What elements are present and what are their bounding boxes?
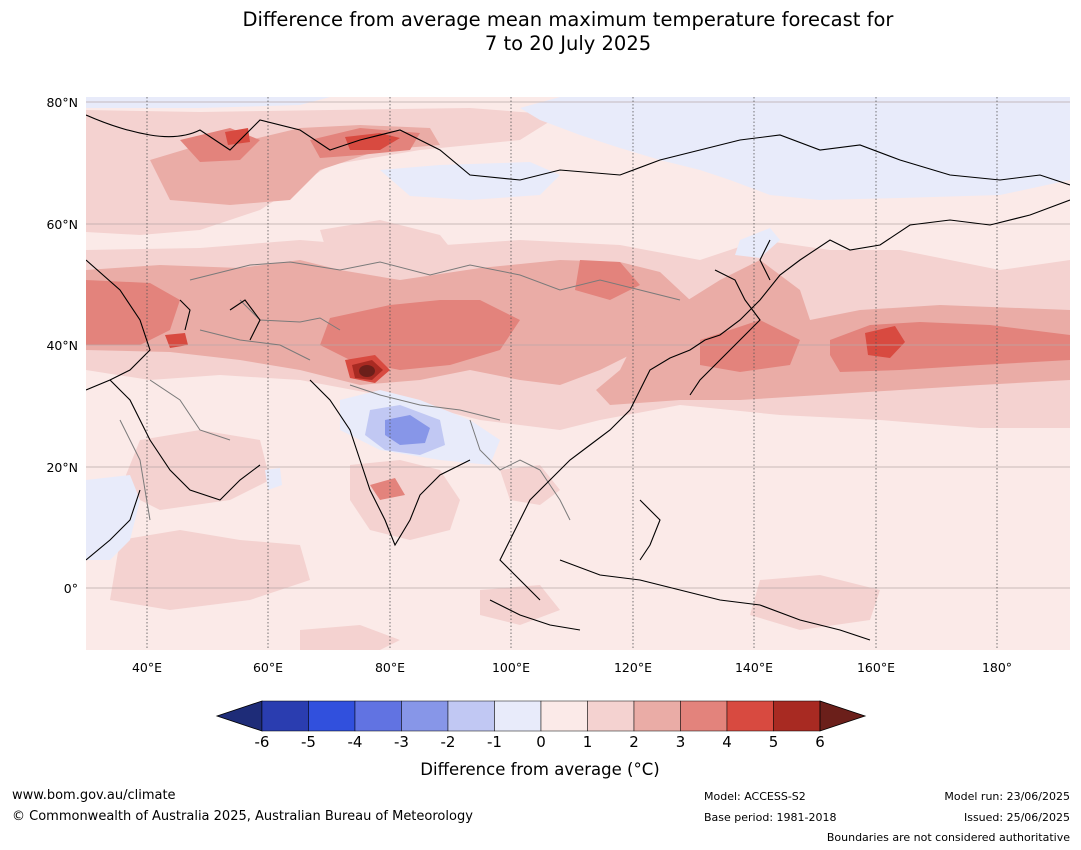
colorbar-segment [773, 700, 821, 732]
anomaly-zone-1-2 [110, 530, 310, 610]
lon-label: 60°E [252, 660, 284, 675]
map-title: Difference from average mean maximum tem… [0, 8, 1081, 56]
anomaly-zone-1-2 [750, 575, 880, 630]
title-line-1: Difference from average mean maximum tem… [242, 8, 894, 31]
anomaly-zone-4-5 [165, 333, 188, 348]
anomaly-zone-3-4 [86, 280, 180, 345]
colorbar-segment [633, 700, 681, 732]
lon-label: 160°E [856, 660, 895, 675]
colorbar-tick-label: 2 [629, 733, 639, 751]
colorbar-segment [447, 700, 495, 732]
anomaly-zone-3-4 [370, 478, 405, 500]
colorbar-tick-label: -6 [254, 733, 270, 751]
footer-model: Model: ACCESS-S2 [704, 790, 806, 803]
anomaly-zone-1-2 [300, 625, 400, 650]
colorbar-tick-label: 1 [582, 733, 593, 751]
colorbar-tick-label: 3 [675, 733, 686, 751]
anomaly-zone-above-6 [359, 365, 375, 377]
anomaly-zone-minus-0-1 [735, 228, 780, 258]
footer-issued: Issued: 25/06/2025 [963, 811, 1070, 824]
colorbar-segment [680, 700, 728, 732]
colorbar-extend-low [215, 700, 263, 732]
colorbar-tick-label: -5 [301, 733, 316, 751]
lon-label: 40°E [131, 660, 163, 675]
lon-label: 180° [981, 660, 1013, 675]
anomaly-zone-1-2 [120, 430, 270, 510]
colorbar-segment [261, 700, 309, 732]
colorbar-extend-high [819, 700, 867, 732]
colorbar-segment [354, 700, 402, 732]
colorbar-segment [587, 700, 635, 732]
colorbar-segment [494, 700, 542, 732]
lat-label: 40°N [46, 338, 78, 353]
anomaly-zone-1-2 [480, 585, 560, 625]
footer-boundaries-note: Boundaries are not considered authoritat… [826, 831, 1070, 844]
anomaly-zone-2-3 [596, 260, 1070, 405]
longitude-gridlines [146, 97, 998, 650]
anomaly-zone-3-4 [700, 320, 800, 372]
colorbar-tick-label: -1 [487, 733, 502, 751]
colorbar-segment [540, 700, 588, 732]
colorbar-segment [726, 700, 774, 732]
anomaly-zone-minus-0-1 [380, 162, 560, 200]
anomaly-zone-minus-0-1 [265, 468, 282, 490]
colorbar-tick-label: -2 [440, 733, 456, 751]
anomaly-zone-4-5 [225, 128, 250, 145]
anomaly-zone-minus-0-1 [86, 475, 140, 560]
lat-label: 0° [63, 581, 78, 596]
colorbar-tick-label: 6 [815, 733, 825, 751]
footer-url: www.bom.gov.au/climate [12, 788, 176, 803]
anomaly-zone-1-2 [500, 465, 560, 505]
colorbar-label: Difference from average (°C) [420, 760, 660, 779]
anomaly-zone-4-5 [345, 133, 400, 150]
footer-base-period: Base period: 1981-2018 [704, 811, 837, 824]
lat-label: 80°N [46, 95, 78, 110]
colorbar-tick-label: -4 [347, 733, 363, 751]
coastlines [86, 114, 1070, 641]
lon-label: 120°E [613, 660, 652, 675]
lat-label: 60°N [46, 217, 78, 232]
latitude-gridlines [86, 101, 1070, 589]
lon-label: 80°E [374, 660, 406, 675]
colorbar-segment [308, 700, 356, 732]
colorbar-segment [401, 700, 449, 732]
footer-model-run: Model run: 23/06/2025 [944, 790, 1070, 803]
colorbar-tick-label: 5 [768, 733, 779, 751]
anomaly-zone-3-4 [575, 260, 640, 300]
anomaly-zone-4-5 [865, 326, 905, 358]
anomaly-zone-3-4 [320, 300, 520, 370]
country-borders [119, 261, 681, 521]
colorbar-tick-label: -3 [394, 733, 409, 751]
temperature-anomaly-map [86, 97, 1070, 650]
footer-copyright: © Commonwealth of Australia 2025, Austra… [12, 809, 473, 824]
anomaly-zone-minus-2-3 [385, 415, 430, 445]
colorbar-tick-label: 0 [536, 733, 546, 751]
anomaly-zone-1-2 [350, 460, 460, 540]
colorbar-tick-label: 4 [722, 733, 732, 751]
anomaly-zone-minus-0-1 [520, 97, 1070, 200]
lon-label: 140°E [734, 660, 773, 675]
title-line-2: 7 to 20 July 2025 [484, 32, 652, 55]
lat-label: 20°N [46, 460, 78, 475]
lon-label: 100°E [491, 660, 530, 675]
